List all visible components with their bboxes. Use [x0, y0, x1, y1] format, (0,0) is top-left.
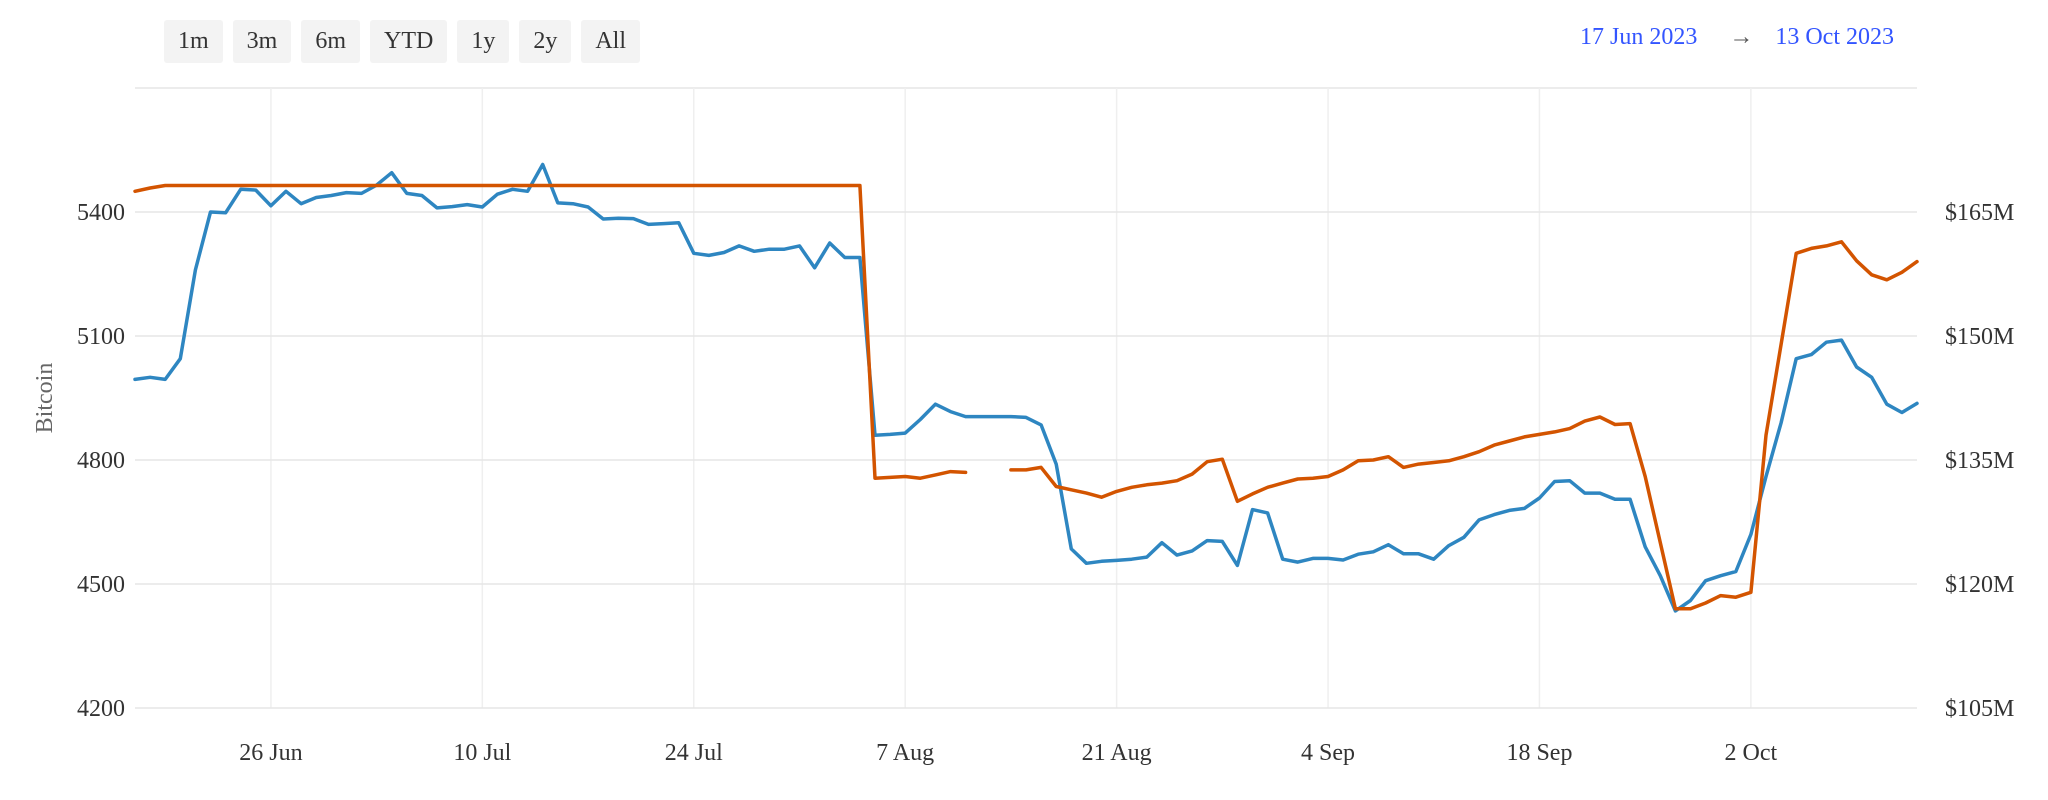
y-right-tick-label: $150M	[1945, 324, 2014, 350]
axes: 26 Jun 10 Jul 24 Jul 7 Aug 21 Aug 4 Sep 18 Sep…	[32, 200, 2014, 766]
date-from-input[interactable]: 17 Jun 2023	[1580, 24, 1698, 50]
range-button-1y[interactable]: 1y	[457, 20, 510, 63]
range-button-6m[interactable]: 6m	[301, 20, 361, 63]
range-button-3m[interactable]: 3m	[232, 20, 292, 63]
grid-lines	[135, 87, 1917, 709]
x-tick-label: 10 Jul	[453, 740, 511, 766]
range-button-1m[interactable]: 1m	[164, 20, 223, 63]
y-left-tick-label: 4200	[77, 696, 125, 722]
x-tick-label: 7 Aug	[876, 740, 934, 766]
date-range-arrow-icon: →	[1729, 24, 1754, 50]
y-left-tick-label: 4500	[77, 572, 125, 598]
y-right-tick-label: $135M	[1945, 448, 2014, 474]
range-button-ytd[interactable]: YTD	[370, 20, 448, 63]
x-tick-label: 26 Jun	[239, 740, 302, 766]
date-range-picker: 17 Jun 2023 → 13 Oct 2023	[1580, 24, 1894, 51]
y-right-tick-label: $120M	[1945, 572, 2014, 598]
range-button-all[interactable]: All	[581, 20, 641, 63]
y-left-tick-label: 5100	[77, 324, 125, 350]
x-tick-label: 24 Jul	[665, 740, 723, 766]
series-lines	[133, 162, 1919, 613]
x-tick-label: 18 Sep	[1506, 740, 1572, 766]
y-left-axis-title: Bitcoin	[32, 363, 58, 434]
y-left-tick-label: 4800	[77, 448, 125, 474]
x-tick-label: 21 Aug	[1082, 740, 1152, 766]
y-right-tick-label: $105M	[1945, 696, 2014, 722]
y-left-tick-label: 5400	[77, 200, 125, 226]
y-right-tick-label: $165M	[1945, 200, 2014, 226]
usd-series-line	[133, 183, 1919, 611]
date-to-input[interactable]: 13 Oct 2023	[1775, 24, 1894, 50]
range-selector: 1m 3m 6m YTD 1y 2y All	[164, 20, 641, 63]
x-tick-label: 4 Sep	[1301, 740, 1355, 766]
bitcoin-series-line	[133, 162, 1919, 613]
x-tick-label: 2 Oct	[1725, 740, 1778, 766]
range-button-2y[interactable]: 2y	[519, 20, 572, 63]
